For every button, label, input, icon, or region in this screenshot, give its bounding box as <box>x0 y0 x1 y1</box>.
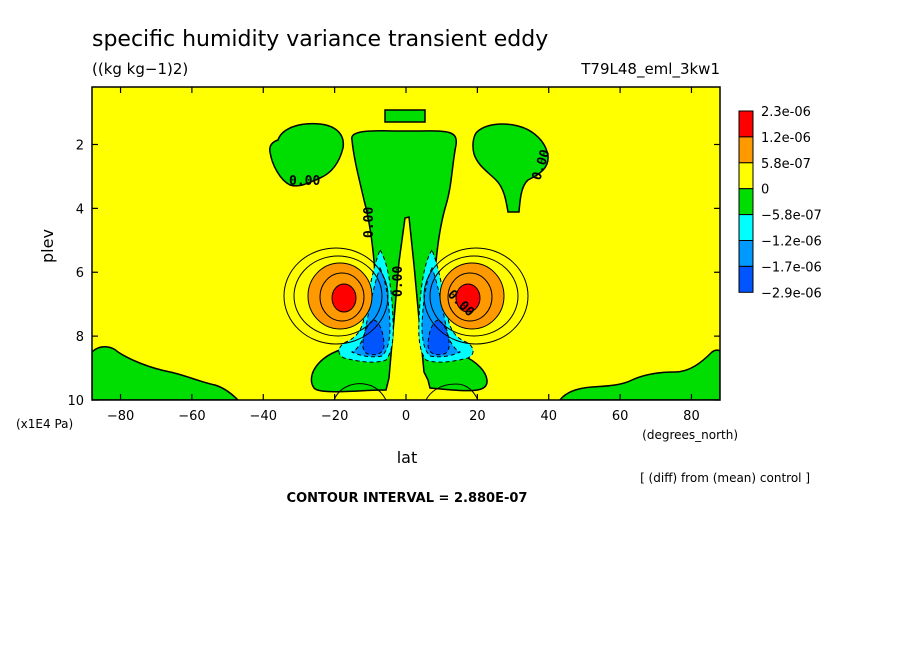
y-tick-label: 6 <box>76 266 84 281</box>
left-negative-core <box>338 248 394 363</box>
colorbar-label: 2.3e-06 <box>761 105 811 120</box>
x-tick-label: 80 <box>683 409 700 424</box>
right-positive-maximum <box>423 247 529 345</box>
y-axis-label: plev <box>38 229 57 263</box>
colorbar-swatch <box>738 265 754 293</box>
x-tick-label: −40 <box>250 409 277 424</box>
right-contour-outer <box>423 247 529 345</box>
right-contour-mid <box>429 255 519 337</box>
right-upper-negative-region <box>472 123 549 213</box>
bottom-contours <box>333 383 479 400</box>
left-contour-mid <box>293 255 383 337</box>
y-tick-label: 8 <box>76 330 84 345</box>
colorbar-label: 1.2e-06 <box>761 131 811 146</box>
left-upper-negative-region <box>269 122 345 187</box>
left-bottom-negative-region <box>92 346 240 400</box>
chart-units: ((kg kg−1)2) <box>92 60 188 78</box>
left-positive-maximum <box>283 247 389 345</box>
right-bottom-negative-region <box>559 349 720 400</box>
right-blue-core <box>427 319 450 356</box>
y-tick-label: 10 <box>67 394 84 409</box>
y-tick-label: 4 <box>76 202 84 217</box>
x-axis-ticks: −80 −60 −40 −20 0 20 40 60 80 <box>107 87 700 424</box>
colorbar-label: −5.8e-07 <box>761 209 822 224</box>
x-axis-label: lat <box>397 448 418 467</box>
right-contour-inner <box>447 272 493 322</box>
left-blue-core <box>362 319 385 356</box>
colorbar-label: 0 <box>761 183 769 198</box>
top-center-negative-blob <box>384 109 426 123</box>
experiment-label: T79L48_eml_3kw1 <box>580 60 720 79</box>
contour-label: 0.00 <box>362 207 377 238</box>
x-tick-label: −20 <box>321 409 348 424</box>
chart-title: specific humidity variance transient edd… <box>92 27 548 52</box>
left-red-core <box>331 283 357 313</box>
contour-label: 0.00 <box>391 266 406 297</box>
y-tick-label: 2 <box>76 138 84 153</box>
colorbar: 2.3e-06 1.2e-06 5.8e-07 0 −5.8e-07 −1.2e-06 −1… <box>738 105 822 301</box>
diff-note: [ (diff) from (mean) control ] <box>640 471 810 485</box>
colorbar-swatch <box>738 136 754 164</box>
colorbar-label: −1.2e-06 <box>761 235 822 250</box>
colorbar-swatch <box>738 188 754 216</box>
bottom-right-arc <box>425 383 479 400</box>
x-tick-label: 40 <box>540 409 557 424</box>
x-tick-label: −60 <box>178 409 205 424</box>
colorbar-label: −2.9e-06 <box>761 286 822 301</box>
y-axis-ticks: 2 4 6 8 10 <box>67 138 720 409</box>
colorbar-swatch <box>738 240 754 267</box>
contour-label: 0.00 <box>289 174 320 189</box>
colorbar-swatch <box>738 214 754 242</box>
x-axis-units: (degrees_north) <box>642 428 738 442</box>
x-tick-label: −80 <box>107 409 134 424</box>
right-red-core <box>455 283 481 313</box>
colorbar-swatch <box>738 162 754 190</box>
contour-interval: CONTOUR INTERVAL = 2.880E-07 <box>287 491 528 506</box>
x-tick-label: 20 <box>469 409 486 424</box>
negative-shaded-regions <box>92 109 720 400</box>
right-negative-core <box>418 248 474 363</box>
y-axis-units: (x1E4 Pa) <box>16 417 73 431</box>
plot-area: 0.00 0.00 0.00 0.00 0.00 <box>92 87 720 400</box>
colorbar-label: −1.7e-06 <box>761 260 822 275</box>
left-contour-inner <box>319 272 365 322</box>
left-contour-outer <box>283 247 389 345</box>
colorbar-swatch <box>738 110 754 138</box>
x-tick-label: 0 <box>402 409 410 424</box>
bottom-left-arc <box>333 383 387 400</box>
colorbar-label: 5.8e-07 <box>761 157 811 172</box>
x-tick-label: 60 <box>612 409 629 424</box>
